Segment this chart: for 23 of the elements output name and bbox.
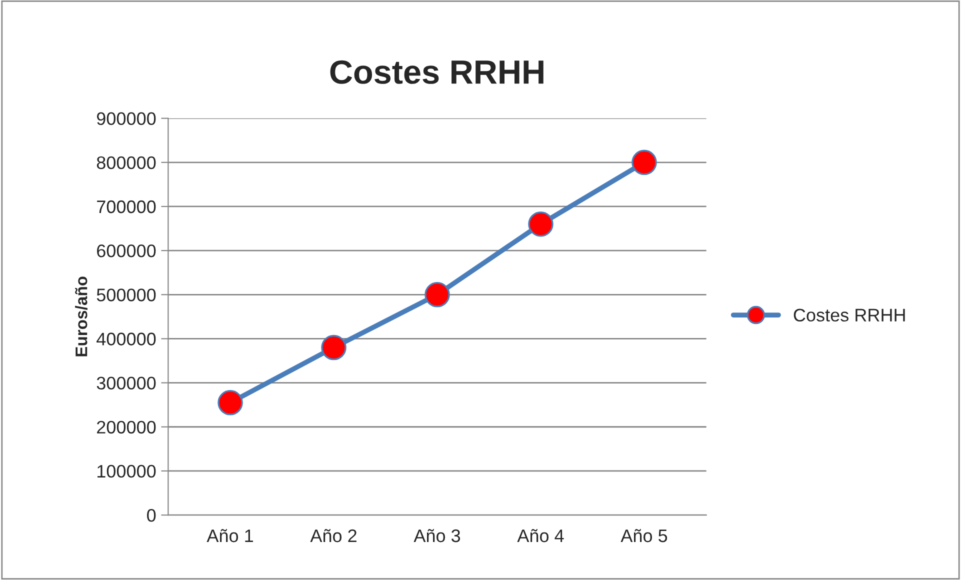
point bbox=[632, 150, 657, 176]
y-tick-label: 900000 bbox=[96, 112, 156, 126]
point bbox=[218, 390, 243, 416]
point bbox=[528, 211, 554, 237]
x-tick-label: Año 4 bbox=[517, 529, 564, 542]
legend-label: Costes RRHH bbox=[794, 308, 905, 322]
y-tick-label: 200000 bbox=[97, 420, 156, 434]
y-tick-label: 600000 bbox=[97, 244, 156, 258]
y-tick-label: 0 bbox=[147, 508, 156, 522]
y-tick-label: 800000 bbox=[96, 156, 156, 170]
y-tick-label: 100000 bbox=[98, 464, 156, 478]
chart-title: Costes RRHH bbox=[330, 60, 544, 84]
y-tick-label: 700000 bbox=[97, 200, 156, 214]
x-tick-label: Año 5 bbox=[620, 529, 668, 542]
y-tick-label: 300000 bbox=[96, 376, 156, 390]
y-tick-label: 500000 bbox=[96, 288, 156, 302]
x-tick-label: Año 2 bbox=[310, 529, 356, 542]
point bbox=[424, 282, 450, 308]
x-tick-label: Año 1 bbox=[206, 529, 253, 542]
point bbox=[321, 334, 346, 360]
y-tick-label: 400000 bbox=[96, 332, 156, 346]
x-tick-label: Año 3 bbox=[414, 529, 460, 542]
y-axis-title: Euros/año bbox=[75, 276, 88, 356]
